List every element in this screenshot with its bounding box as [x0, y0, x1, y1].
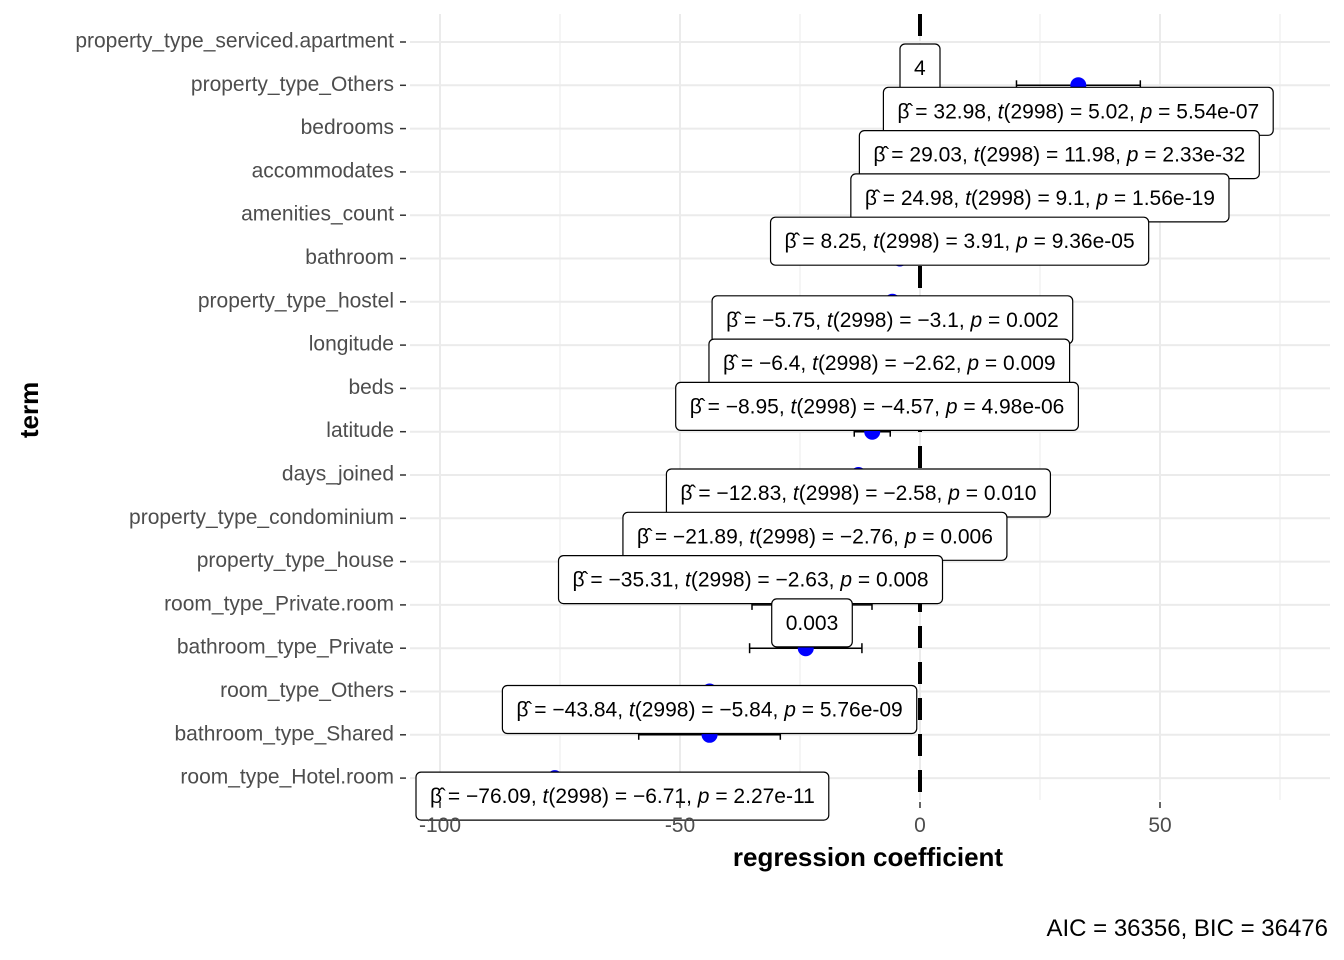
x-tick-label-3: 50: [1148, 814, 1171, 837]
coef-label-3: β̂ = 24.98, t(2998) = 9.1, p = 1.56e-19: [850, 173, 1230, 223]
y-axis: property_type_serviced.apartment property…: [75, 30, 406, 789]
coef-label-17: β̂ = −76.09, t(2998) = −6.71, p = 2.27e-…: [415, 771, 830, 821]
coef-label-7: β̂ = −6.4, t(2998) = −2.62, p = 0.009: [708, 338, 1071, 388]
x-tick-label-0: -100: [419, 814, 461, 837]
coef-label-4: β̂ = 8.25, t(2998) = 3.91, p = 9.36e-05: [769, 216, 1150, 266]
svg-text:4: 4: [914, 57, 926, 80]
svg-text:β̂ = −43.84, t(2998) = −5.84,: β̂ = −43.84, t(2998) = −5.84, p = 5.76e-…: [516, 698, 902, 721]
y-tick-label-14: bathroom_type_Private: [177, 636, 394, 659]
svg-text:β̂ = −12.83, t(2998) = −2.58,: β̂ = −12.83, t(2998) = −2.58, p = 0.010: [680, 482, 1036, 505]
coef-label-2: β̂ = 29.03, t(2998) = 11.98, p = 2.33e-3…: [858, 130, 1260, 180]
y-tick-label-0: property_type_serviced.apartment: [75, 30, 394, 53]
y-tick-label-9: latitude: [326, 419, 394, 442]
svg-text:β̂ = −6.4, t(2998) = −2.62,: β̂ = −6.4, t(2998) = −2.62, p = 0.009: [723, 352, 1056, 375]
y-tick-label-8: beds: [348, 376, 394, 399]
y-tick-label-2: bedrooms: [301, 116, 394, 139]
coef-label-12: β̂ = −35.31, t(2998) = −2.63, p = 0.008: [557, 554, 944, 605]
y-tick-label-4: amenities_count: [241, 203, 394, 226]
y-tick-label-17: room_type_Hotel.room: [180, 766, 394, 789]
svg-text:β̂ = 32.98, t(2998) = 5.02,: β̂ = 32.98, t(2998) = 5.02, p = 5.54e-07: [897, 100, 1259, 123]
coef-label-10: β̂ = −12.83, t(2998) = −2.58, p = 0.010: [665, 468, 1052, 518]
coef-label-6: β̂ = −5.75, t(2998) = −3.1, p = 0.002: [711, 295, 1074, 345]
svg-text:0.003: 0.003: [786, 611, 839, 634]
coef-label-1: β̂ = 32.98, t(2998) = 5.02, p = 5.54e-07: [882, 86, 1274, 136]
y-tick-label-13: room_type_Private.room: [164, 592, 394, 615]
y-tick-label-1: property_type_Others: [191, 73, 394, 96]
svg-text:β̂ = −21.89, t(2998) = −2.76,: β̂ = −21.89, t(2998) = −2.76, p = 0.006: [637, 525, 993, 548]
coef-label-15: β̂ = −43.84, t(2998) = −5.84, p = 5.76e-…: [501, 684, 918, 735]
x-axis: -100 -50 0 50: [419, 802, 1172, 837]
y-tick-label-6: property_type_hostel: [198, 289, 394, 312]
svg-text:β̂ = −8.95, t(2998) = −4.57,: β̂ = −8.95, t(2998) = −4.57, p = 4.98e-0…: [690, 395, 1065, 418]
y-axis-title: term: [14, 382, 44, 438]
y-tick-label-11: property_type_condominium: [129, 506, 394, 529]
y-tick-label-16: bathroom_type_Shared: [175, 722, 395, 745]
chart-caption: AIC = 36356, BIC = 36476: [1046, 915, 1328, 942]
coef-label-0: 4: [899, 43, 941, 93]
x-tick-label-1: -50: [665, 814, 695, 837]
y-tick-label-3: accommodates: [252, 159, 394, 182]
coef-label-13: 0.003: [771, 598, 853, 648]
y-tick-label-7: longitude: [309, 333, 394, 356]
svg-text:β̂ = −5.75, t(2998) = −3.1,: β̂ = −5.75, t(2998) = −3.1, p = 0.002: [726, 308, 1059, 331]
coef-label-8: β̂ = −8.95, t(2998) = −4.57, p = 4.98e-0…: [675, 381, 1079, 431]
svg-text:β̂ = 29.03, t(2998) = 11.98,: β̂ = 29.03, t(2998) = 11.98, p = 2.33e-3…: [873, 143, 1245, 166]
coefficient-labels: 4 β̂ = 32.98, t(2998) = 5.02, p = 5.54e-0…: [415, 43, 1274, 821]
y-tick-label-15: room_type_Others: [220, 679, 394, 702]
x-tick-label-2: 0: [914, 814, 926, 837]
y-tick-label-10: days_joined: [282, 463, 394, 486]
y-tick-label-12: property_type_house: [197, 549, 394, 572]
svg-text:β̂ = 8.25, t(2998) = 3.91, p: β̂ = 8.25, t(2998) = 3.91, p = 9.36e-05: [785, 230, 1135, 253]
svg-text:β̂ = −35.31, t(2998) = −2.63,: β̂ = −35.31, t(2998) = −2.63, p = 0.008: [573, 568, 929, 591]
coef-label-11: β̂ = −21.89, t(2998) = −2.76, p = 0.006: [622, 511, 1008, 561]
x-axis-title: regression coefficient: [733, 842, 1004, 872]
svg-text:β̂ = 24.98, t(2998) = 9.1, p: β̂ = 24.98, t(2998) = 9.1, p = 1.56e-19: [865, 186, 1215, 209]
svg-text:β̂ = −76.09, t(2998) = −6.71,: β̂ = −76.09, t(2998) = −6.71, p = 2.27e-…: [430, 785, 815, 808]
y-tick-label-5: bathroom: [305, 246, 394, 269]
